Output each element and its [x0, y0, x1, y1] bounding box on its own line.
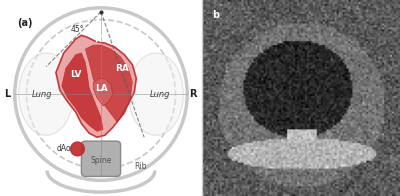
Text: 45°: 45°: [71, 25, 84, 34]
Text: Spine: Spine: [90, 156, 112, 165]
Text: dAo: dAo: [57, 144, 72, 153]
Text: RV: RV: [94, 35, 108, 44]
Text: LV: LV: [70, 70, 81, 79]
Text: L: L: [4, 89, 10, 99]
Text: b: b: [212, 10, 219, 20]
Ellipse shape: [19, 53, 74, 135]
Text: RA: RA: [116, 64, 130, 73]
Polygon shape: [93, 78, 113, 106]
Circle shape: [71, 142, 84, 156]
Text: LA: LA: [95, 84, 107, 93]
Polygon shape: [62, 53, 103, 131]
Polygon shape: [85, 45, 132, 122]
Text: Lung: Lung: [32, 90, 52, 99]
Ellipse shape: [128, 53, 183, 135]
Text: R: R: [189, 89, 197, 99]
Text: (a): (a): [17, 18, 32, 28]
Text: Rib: Rib: [134, 162, 146, 171]
FancyBboxPatch shape: [82, 141, 121, 176]
Polygon shape: [56, 35, 136, 137]
Text: Lung: Lung: [150, 90, 170, 99]
